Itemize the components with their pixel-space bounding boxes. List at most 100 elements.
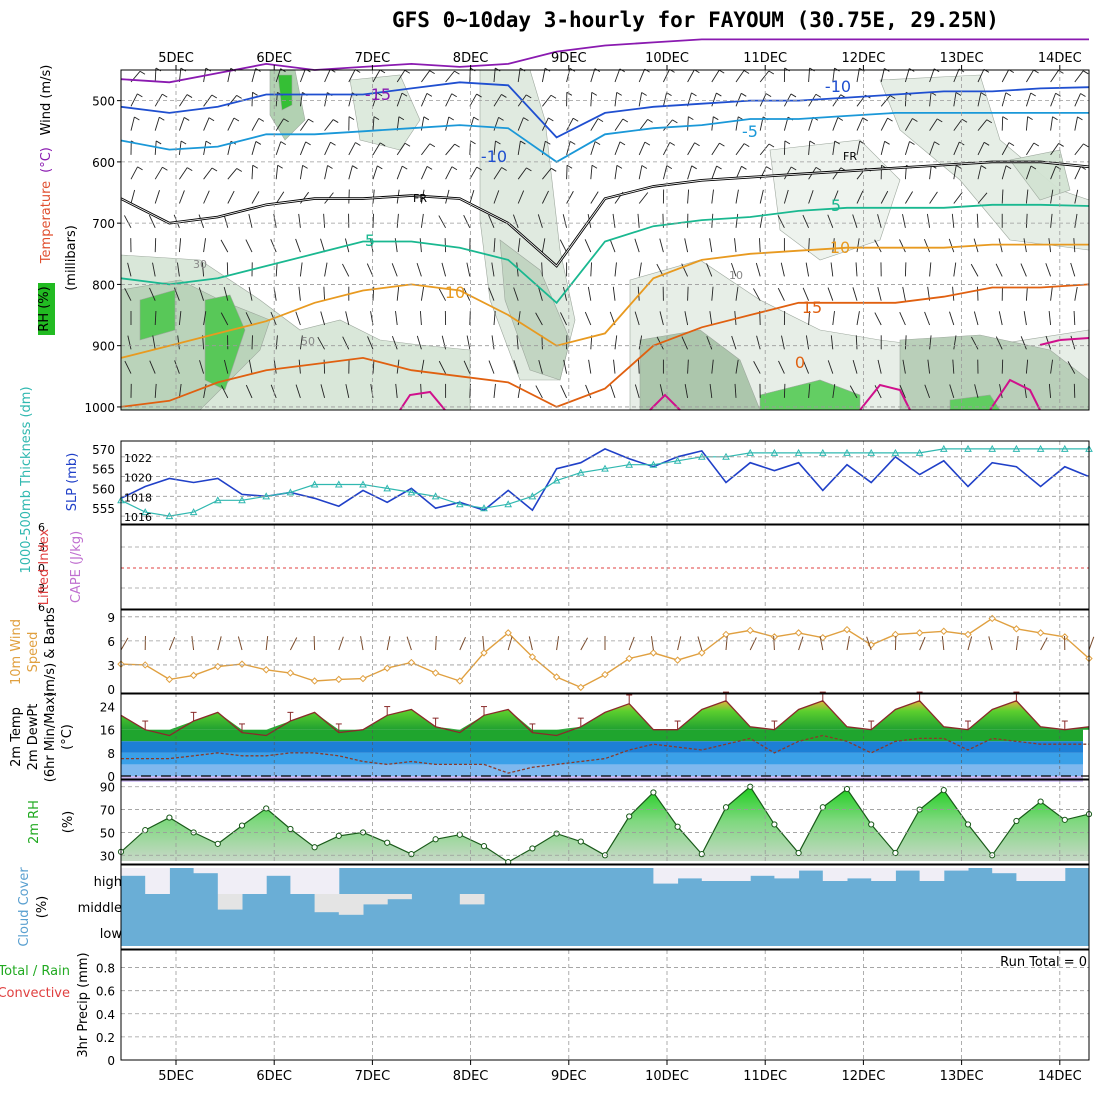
rh-marker [529,845,536,852]
wind-barb [542,168,552,180]
wind-barb [223,359,229,374]
wind-barb [952,359,955,374]
wind-barb [1050,93,1057,107]
wind-barb [877,214,882,228]
cape-y-tick: 6 [38,521,45,534]
wind-barb [805,262,810,277]
thickness-marker [891,448,900,456]
li-axis-title: Lifted Index [37,528,52,605]
wind-barb [590,68,596,83]
wind-barb-flag [373,116,380,121]
wind-barb [995,336,1003,350]
thickness-marker [552,476,561,484]
wind-barb-flag [233,117,240,122]
wind-barb-flag [1005,165,1012,170]
wind-barb [493,167,503,180]
wind-speed-marker [431,669,440,677]
temp-y-tick: 8 [107,747,115,761]
wind-barb [590,92,593,107]
wind-barb [638,192,649,204]
cloud-middle-clear [363,894,388,905]
wind-speed-marker [335,675,343,684]
thickness-marker [189,508,198,516]
wind-barb [1074,166,1082,180]
wind-barb-flag [205,140,212,145]
wind-barb-flag [1058,70,1064,74]
wind-barb [154,310,157,326]
wind-barb-flag [448,116,454,121]
wind-speed-marker [722,630,730,639]
wind-barb-flag [470,140,476,145]
wind-barb-10m [677,636,682,651]
wind-speed-marker [915,629,924,637]
precip-y-tick: 0.2 [96,1031,115,1045]
rh-shade-2 [139,289,176,341]
wind-speed-marker [673,656,682,664]
wind-barb [681,336,689,350]
wind-barb-10m [386,636,391,651]
wind-barb [784,166,792,180]
wind-barb-flag [955,165,962,169]
wind-barb [149,360,156,374]
cloud-high-clear [193,868,219,874]
wind-barb-flag [426,93,433,97]
wind-barb-10m [265,636,269,651]
wind-speed-marker [940,627,948,635]
wind-barb-flag [302,164,308,169]
wind-speed-marker [383,664,391,672]
x-date-top: 9DEC [551,51,587,66]
wind-barb [179,167,188,180]
wind-barb [1074,286,1078,301]
wind-barb [245,312,253,326]
wind-barb [1025,165,1032,180]
wind-barb [974,384,979,399]
thickness-marker [867,448,876,456]
wind-barb [613,359,616,374]
wind-barb [852,214,858,228]
wind-barb [348,165,353,180]
wind-barb-flag [473,116,479,121]
wind-barb-flag [137,93,143,98]
wind-speed-marker [262,666,270,674]
wind-barb-flag [859,140,865,145]
wind-barb-10m [725,636,728,651]
wind-barb [372,165,378,180]
thickness-marker [770,448,779,456]
wind-barb-flag [768,70,775,75]
wind-barb [587,286,592,301]
cloud-high-clear [992,868,1017,874]
wind-barb [416,262,422,277]
wind-barb [517,167,527,180]
wind-barb [299,262,303,277]
thickness-marker [1036,444,1045,452]
contour-label: 10 [445,283,465,302]
wind-barb [949,311,955,326]
wind-barb [687,189,690,204]
x-date-top: 12DEC [841,51,885,66]
wind-barb [905,191,913,204]
wind-barb [808,311,811,326]
rh-marker [626,813,633,820]
precip-y-tick: 0.8 [96,962,115,976]
cloud-high-clear [1016,868,1042,881]
wind-barb-10m [1040,637,1048,651]
temp-band-3 [121,764,1083,776]
wind-barb [755,262,761,277]
cloud-high-clear [798,868,824,871]
wind-barb [827,360,834,374]
wind-barb-flag [716,165,722,170]
wind-barb [345,311,350,326]
thickness-marker [407,488,416,496]
thickness-marker [673,456,682,464]
wind-speed-marker [1012,625,1021,633]
wind-barb [203,117,210,131]
wind-barb [275,262,278,277]
rh-marker [1061,816,1068,823]
wind-barb [372,69,381,83]
rh-marker [432,836,439,843]
wind-barb [421,143,431,156]
wind-barb [951,213,955,228]
wind-barb [348,142,356,156]
wind-barb [130,189,136,204]
wind-barb [711,69,720,83]
